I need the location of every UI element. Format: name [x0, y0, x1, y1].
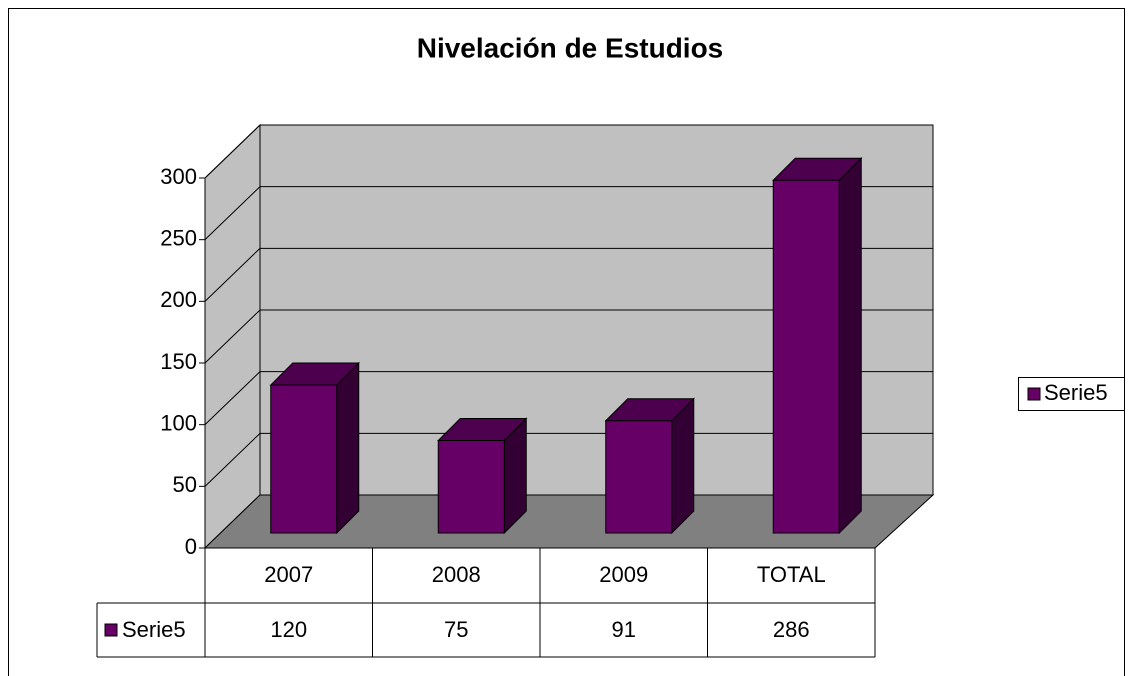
bar — [437, 417, 528, 535]
grid-line — [204, 309, 261, 364]
bar — [604, 397, 695, 535]
legend-label: Serie5 — [1044, 380, 1108, 405]
bar-front — [605, 420, 673, 534]
legend-key — [104, 623, 118, 637]
table-series-name: Serie5 — [122, 617, 186, 642]
grid-line — [204, 124, 261, 179]
legend-key — [1027, 387, 1041, 401]
y-tick-label: 300 — [160, 164, 197, 189]
chart-title: Nivelación de Estudios — [417, 32, 724, 63]
y-tick-label: 50 — [173, 472, 197, 497]
bar — [269, 361, 360, 535]
bar-front — [270, 384, 338, 534]
x-tick-label: 2007 — [264, 562, 313, 587]
bar-side — [336, 361, 360, 535]
table-value: 91 — [612, 617, 636, 642]
x-tick-label: 2008 — [432, 562, 481, 587]
y-tick-label: 150 — [160, 349, 197, 374]
table-value: 120 — [270, 617, 307, 642]
bar — [772, 157, 863, 535]
x-tick-label: 2009 — [599, 562, 648, 587]
grid-line — [204, 371, 261, 426]
grid-line — [204, 432, 261, 487]
table-value: 75 — [444, 617, 468, 642]
bar-side — [671, 397, 695, 535]
y-tick-label: 250 — [160, 225, 197, 250]
bar-side — [838, 157, 862, 535]
floor — [203, 494, 935, 549]
x-tick-label: TOTAL — [757, 562, 826, 587]
grid-line — [204, 247, 261, 302]
y-tick-label: 100 — [160, 410, 197, 435]
bar-front — [772, 179, 840, 534]
grid-line — [204, 186, 261, 241]
bar-front — [437, 440, 505, 534]
y-tick-label: 0 — [185, 534, 197, 559]
table-value: 286 — [773, 617, 810, 642]
y-tick-label: 200 — [160, 287, 197, 312]
